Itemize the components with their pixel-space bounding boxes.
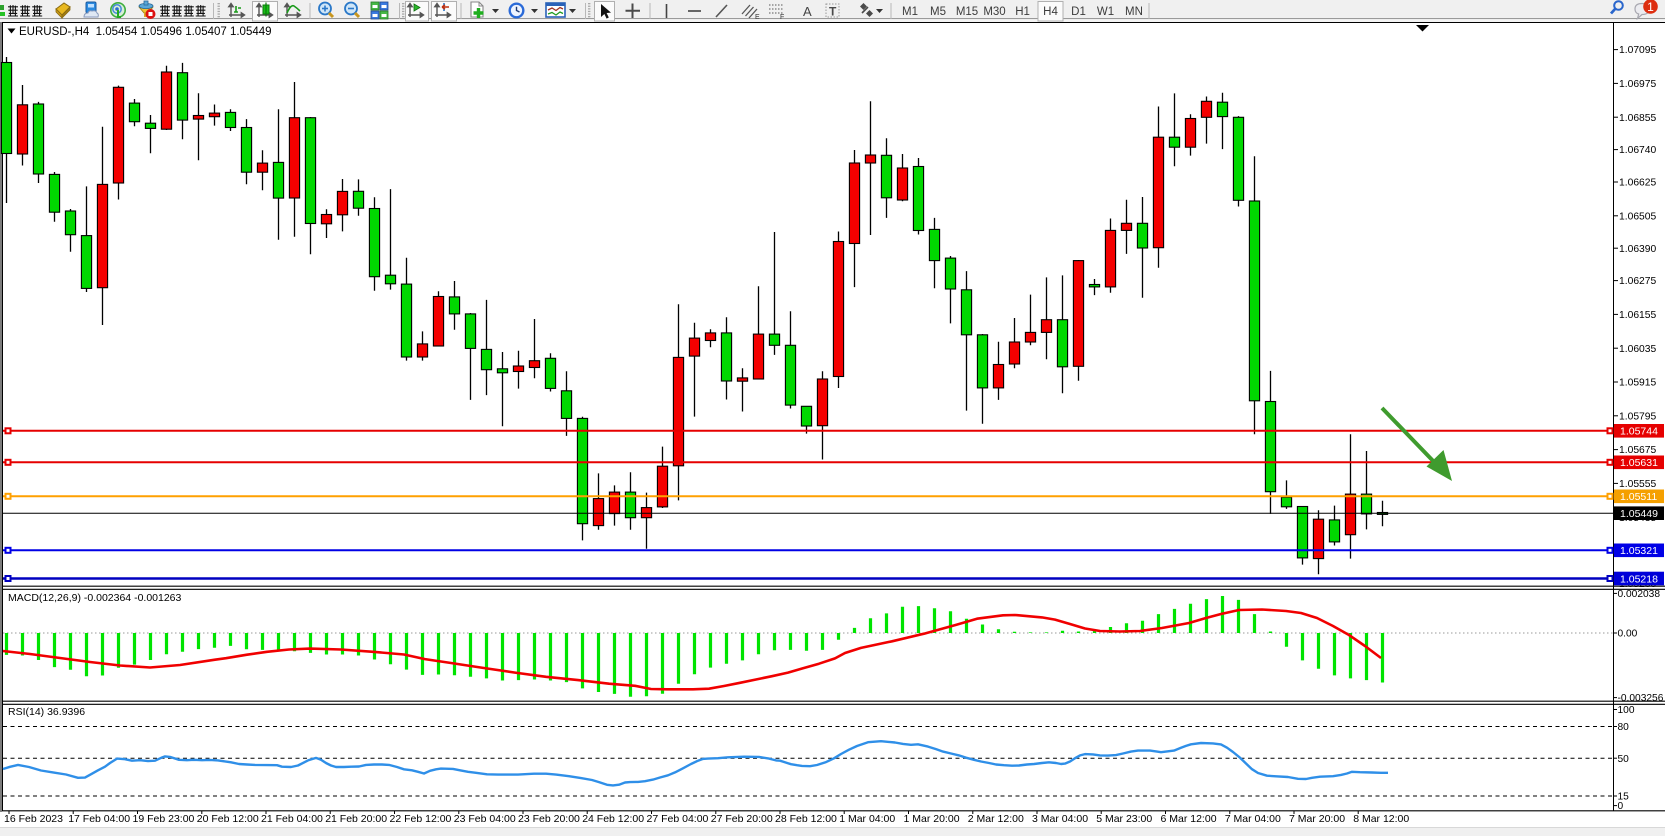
svg-text:1.05675: 1.05675	[1619, 445, 1656, 456]
svg-text:50: 50	[1618, 754, 1630, 765]
svg-text:1.06975: 1.06975	[1619, 79, 1656, 90]
svg-text:E: E	[755, 14, 760, 21]
svg-text:8 Mar 12:00: 8 Mar 12:00	[1353, 813, 1409, 825]
svg-text:27 Feb 20:00: 27 Feb 20:00	[711, 813, 773, 825]
svg-text:H4: H4	[1043, 6, 1058, 18]
svg-text:1 Mar 20:00: 1 Mar 20:00	[904, 813, 960, 825]
svg-text:1.05631: 1.05631	[1620, 457, 1658, 469]
svg-text:1: 1	[1647, 0, 1654, 14]
svg-text:28 Feb 12:00: 28 Feb 12:00	[775, 813, 837, 825]
svg-text:16 Feb 2023: 16 Feb 2023	[4, 813, 63, 825]
svg-text:1.06740: 1.06740	[1619, 145, 1656, 156]
svg-text:24 Feb 12:00: 24 Feb 12:00	[582, 813, 644, 825]
svg-text:EURUSD-,H4 1.05454 1.05496 1.: EURUSD-,H4 1.05454 1.05496 1.05407 1.054…	[19, 26, 272, 38]
svg-text:7 Mar 20:00: 7 Mar 20:00	[1289, 813, 1345, 825]
svg-text:1.05321: 1.05321	[1620, 545, 1658, 557]
svg-text:1.05795: 1.05795	[1619, 411, 1656, 422]
svg-text:1.05218: 1.05218	[1620, 573, 1658, 585]
svg-text:M5: M5	[930, 6, 946, 18]
svg-text:T: T	[829, 5, 837, 19]
svg-text:1.06505: 1.06505	[1619, 211, 1656, 222]
svg-text:23 Feb 20:00: 23 Feb 20:00	[518, 813, 580, 825]
svg-text:2 Mar 12:00: 2 Mar 12:00	[968, 813, 1024, 825]
svg-text:21 Feb 20:00: 21 Feb 20:00	[325, 813, 387, 825]
svg-text:0: 0	[1618, 801, 1624, 812]
svg-text:1.05915: 1.05915	[1619, 378, 1656, 389]
svg-text:MACD(12,26,9) -0.002364 -0.001: MACD(12,26,9) -0.002364 -0.001263	[8, 592, 182, 604]
svg-text:1.05555: 1.05555	[1619, 479, 1656, 490]
svg-text:M15: M15	[956, 6, 978, 18]
svg-text:1 Mar 04:00: 1 Mar 04:00	[839, 813, 895, 825]
svg-text:1.07095: 1.07095	[1619, 45, 1656, 56]
svg-text:F: F	[780, 14, 784, 21]
svg-text:MN: MN	[1125, 6, 1143, 18]
svg-text:80: 80	[1618, 722, 1630, 733]
svg-text:1.06035: 1.06035	[1619, 344, 1656, 355]
svg-text:H1: H1	[1015, 6, 1030, 18]
svg-text:W1: W1	[1097, 6, 1114, 18]
svg-text:0.002038: 0.002038	[1618, 589, 1661, 600]
svg-text:20 Feb 12:00: 20 Feb 12:00	[197, 813, 259, 825]
svg-text:M30: M30	[983, 6, 1005, 18]
svg-text:100: 100	[1618, 705, 1635, 716]
svg-text:21 Feb 04:00: 21 Feb 04:00	[261, 813, 323, 825]
svg-text:1.05449: 1.05449	[1620, 508, 1658, 520]
svg-text:M1: M1	[902, 6, 918, 18]
svg-text:22 Feb 12:00: 22 Feb 12:00	[390, 813, 452, 825]
svg-text:6 Mar 12:00: 6 Mar 12:00	[1161, 813, 1217, 825]
svg-text:17 Feb 04:00: 17 Feb 04:00	[68, 813, 130, 825]
svg-text:3 Mar 04:00: 3 Mar 04:00	[1032, 813, 1088, 825]
svg-text:15: 15	[1618, 792, 1630, 803]
svg-text:1.06390: 1.06390	[1619, 244, 1656, 255]
svg-text:19 Feb 23:00: 19 Feb 23:00	[133, 813, 195, 825]
svg-text:5 Mar 23:00: 5 Mar 23:00	[1096, 813, 1152, 825]
svg-text:1.06855: 1.06855	[1619, 113, 1656, 124]
svg-text:1.06625: 1.06625	[1619, 178, 1656, 189]
svg-text:RSI(14) 36.9396: RSI(14) 36.9396	[8, 706, 85, 718]
svg-text:A: A	[803, 4, 812, 19]
svg-text:0.00: 0.00	[1618, 629, 1638, 640]
svg-text:1.05744: 1.05744	[1620, 426, 1658, 438]
svg-text:1.05511: 1.05511	[1620, 491, 1657, 503]
svg-text:27 Feb 04:00: 27 Feb 04:00	[647, 813, 709, 825]
svg-text:23 Feb 04:00: 23 Feb 04:00	[454, 813, 516, 825]
svg-text:-0.003256: -0.003256	[1618, 693, 1664, 704]
svg-text:7 Mar 04:00: 7 Mar 04:00	[1225, 813, 1281, 825]
svg-text:1.06155: 1.06155	[1619, 310, 1656, 321]
svg-text:1.06275: 1.06275	[1619, 276, 1656, 287]
svg-text:D1: D1	[1071, 6, 1086, 18]
